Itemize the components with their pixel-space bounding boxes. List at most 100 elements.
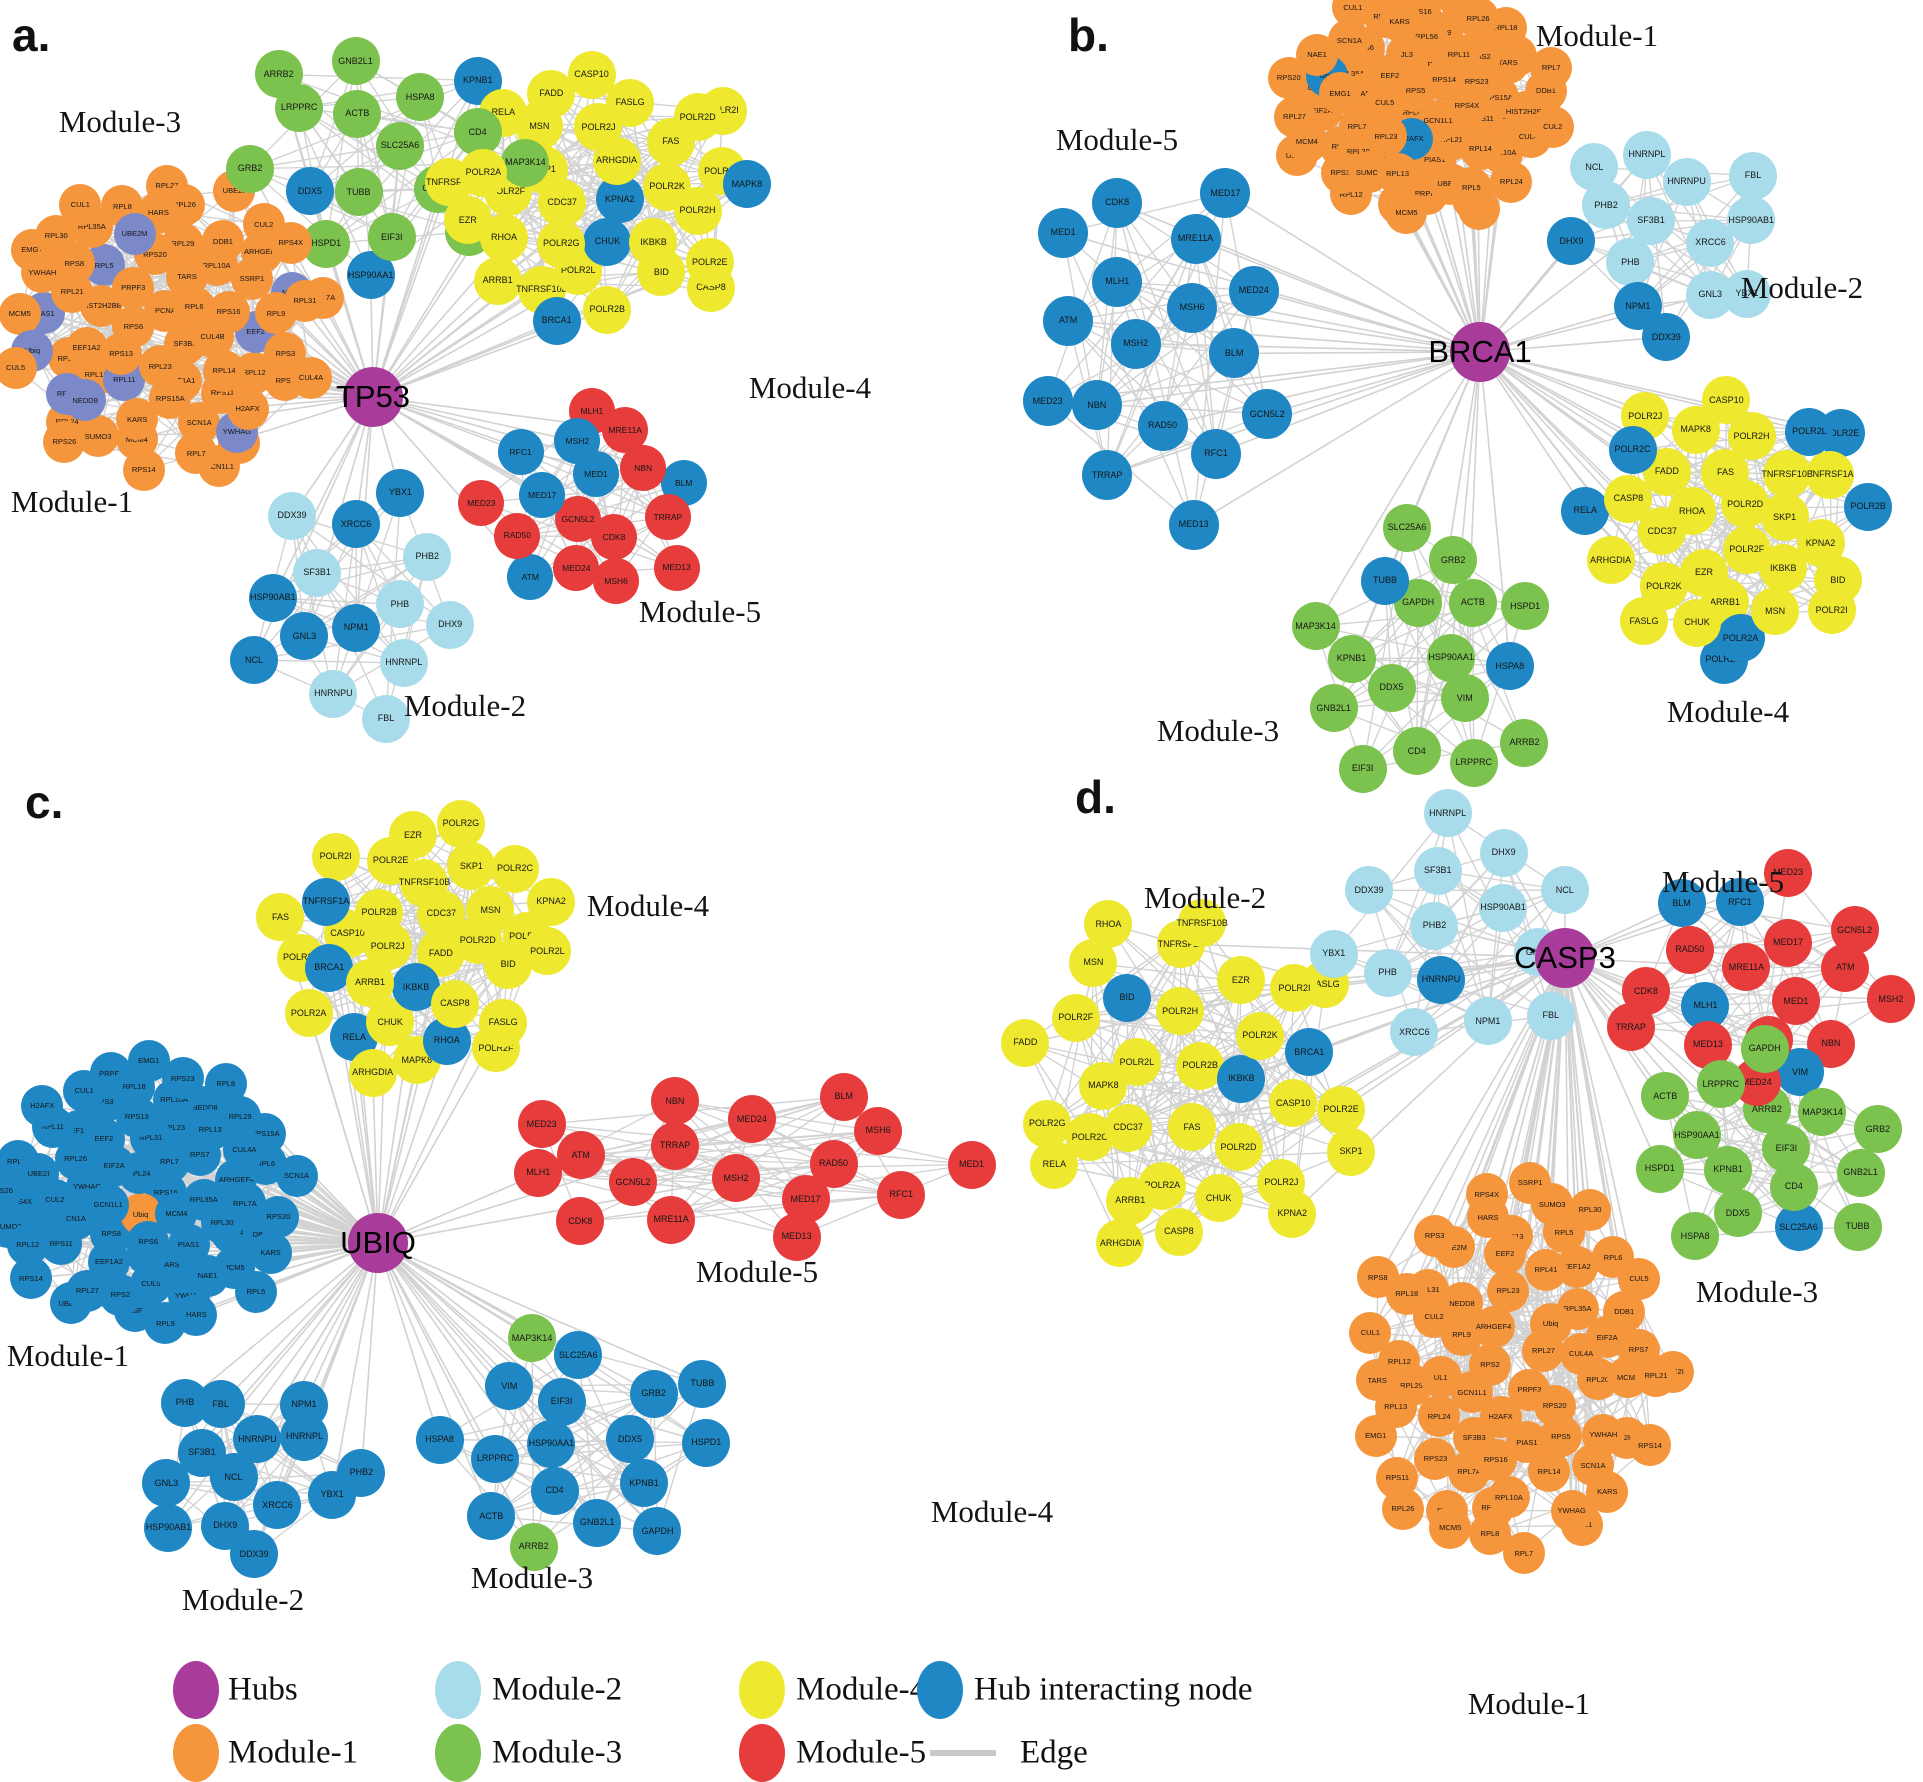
node-phb[interactable]: PHB [1606, 238, 1654, 286]
node-rps6[interactable]: RPS6 [127, 1221, 169, 1263]
node-rela[interactable]: RELA [1030, 1141, 1078, 1189]
node-rpl23[interactable]: RPL23 [1365, 115, 1407, 157]
node-ywhah[interactable]: YWHAH [1582, 1414, 1624, 1456]
node-dhx9[interactable]: DHX9 [1480, 829, 1528, 877]
node-gnb2l1[interactable]: GNB2L1 [332, 37, 380, 85]
node-phb2[interactable]: PHB2 [1410, 902, 1458, 950]
node-npm1[interactable]: NPM1 [332, 604, 380, 652]
node-fadd[interactable]: FADD [1001, 1019, 1049, 1067]
node-kpnb1[interactable]: KPNB1 [620, 1459, 668, 1507]
node-hnrnpu[interactable]: HNRNPU [309, 670, 357, 718]
node-ssrp1[interactable]: SSRP1 [1509, 1162, 1551, 1204]
node-rps14[interactable]: RPS14 [1629, 1424, 1671, 1466]
node-med17[interactable]: MED17 [519, 472, 565, 518]
node-cdk8[interactable]: CDK8 [1092, 178, 1142, 228]
node-rps2[interactable]: RPS2 [99, 1274, 141, 1316]
node-dhx9[interactable]: DHX9 [1547, 217, 1595, 265]
node-mlh1[interactable]: MLH1 [1092, 257, 1142, 307]
node-hsp90ab1[interactable]: HSP90AB1 [1479, 884, 1527, 932]
node-polr2d[interactable]: POLR2D [1215, 1123, 1263, 1171]
node-polr2j[interactable]: POLR2J [574, 103, 622, 151]
node-lrpprc[interactable]: LRPPRC [1450, 739, 1498, 787]
node-faslg[interactable]: FASLG [479, 999, 527, 1047]
node-rfc1[interactable]: RFC1 [1191, 429, 1241, 479]
node-chuk[interactable]: CHUK [583, 218, 631, 266]
node-atm[interactable]: ATM [1821, 944, 1869, 992]
node-skp1[interactable]: SKP1 [1327, 1128, 1375, 1176]
node-ywhag[interactable]: YWHAG [1551, 1490, 1593, 1532]
node-rps26[interactable]: RPS26 [43, 421, 85, 463]
node-rpl13[interactable]: RPL13 [189, 1109, 231, 1151]
node-ezr[interactable]: EZR [1217, 956, 1265, 1004]
node-rps4x[interactable]: RPS4X [1446, 84, 1488, 126]
node-ikbkb[interactable]: IKBKB [1759, 544, 1807, 592]
node-cul4b[interactable]: CUL4B [192, 316, 234, 358]
node-vim[interactable]: VIM [485, 1362, 533, 1410]
node-mcm4[interactable]: MCM4 [1286, 121, 1328, 163]
node-med17[interactable]: MED17 [1200, 168, 1250, 218]
node-med17[interactable]: MED17 [1764, 919, 1812, 967]
node-rps4x[interactable]: RPS4X [1466, 1173, 1508, 1215]
node-rpl8[interactable]: RPL8 [205, 1063, 247, 1105]
hub-node-casp3[interactable]: CASP3 [1535, 928, 1595, 988]
node-arrb1[interactable]: ARRB1 [474, 257, 522, 305]
node-hspd1[interactable]: HSPD1 [1501, 582, 1549, 630]
node-tnfrsf1a[interactable]: TNFRSF1A [1806, 451, 1854, 499]
node-rpl31[interactable]: RPL31 [284, 280, 326, 322]
node-actb[interactable]: ACTB [1449, 579, 1497, 627]
node-slc25a6[interactable]: SLC25A6 [376, 122, 424, 170]
node-gnb2l1[interactable]: GNB2L1 [573, 1499, 621, 1547]
node-polr2e[interactable]: POLR2E [686, 238, 734, 286]
node-hsp90ab1[interactable]: HSP90AB1 [144, 1504, 192, 1552]
node-arrb2[interactable]: ARRB2 [1500, 719, 1548, 767]
node-hsp90aa1[interactable]: HSP90AA1 [527, 1420, 575, 1468]
node-rpl18[interactable]: RPL18 [113, 1066, 155, 1108]
node-cul2[interactable]: CUL2 [1532, 106, 1574, 148]
node-kpnb1[interactable]: KPNB1 [1328, 635, 1376, 683]
node-h2afx[interactable]: H2AFX [21, 1085, 63, 1127]
node-phb[interactable]: PHB [1364, 949, 1412, 997]
node-ddx5[interactable]: DDX5 [1714, 1189, 1762, 1237]
node-polr2c[interactable]: POLR2C [1609, 426, 1657, 474]
node-msh6[interactable]: MSH6 [854, 1107, 902, 1155]
node-polr2b[interactable]: POLR2B [583, 286, 631, 334]
node-ddx5[interactable]: DDX5 [1368, 664, 1416, 712]
node-map3k14[interactable]: MAP3K14 [501, 139, 549, 187]
node-kars[interactable]: KARS [1379, 0, 1421, 42]
node-gnl3[interactable]: GNL3 [142, 1459, 190, 1507]
node-skp1[interactable]: SKP1 [447, 842, 495, 890]
node-pias1[interactable]: PIAS1 [1506, 1421, 1548, 1463]
node-mapk8[interactable]: MAPK8 [723, 160, 771, 208]
node-rpl24[interactable]: RPL24 [1490, 161, 1532, 203]
node-nbn[interactable]: NBN [651, 1077, 699, 1125]
node-ncl[interactable]: NCL [1541, 866, 1589, 914]
node-polr2c[interactable]: POLR2C [491, 845, 539, 893]
node-casp10[interactable]: CASP10 [1702, 376, 1750, 424]
node-rpl41[interactable]: RPL41 [1525, 1249, 1567, 1291]
node-rps20[interactable]: RPS20 [257, 1196, 299, 1238]
node-casp10[interactable]: CASP10 [1269, 1079, 1317, 1127]
node-xrcc6[interactable]: XRCC6 [332, 500, 380, 548]
node-hnrnpu[interactable]: HNRNPU [233, 1415, 281, 1463]
node-skp1[interactable]: SKP1 [1761, 493, 1809, 541]
node-mlh1[interactable]: MLH1 [514, 1149, 562, 1197]
node-med24[interactable]: MED24 [728, 1095, 776, 1143]
node-casp8[interactable]: CASP8 [431, 980, 479, 1028]
node-nae1[interactable]: NAE1 [1296, 34, 1338, 76]
node-kars[interactable]: KARS [250, 1232, 292, 1274]
node-hspa8[interactable]: HSPA8 [416, 1416, 464, 1464]
node-ywhah[interactable]: YWHAH [21, 251, 63, 293]
node-tubb[interactable]: TUBB [678, 1360, 726, 1408]
node-cul4a[interactable]: CUL4A [290, 357, 332, 399]
node-rpl30[interactable]: RPL30 [1569, 1189, 1611, 1231]
node-tnfrsf10b[interactable]: TNFRSF10B [1763, 450, 1811, 498]
node-npm1[interactable]: NPM1 [1614, 282, 1662, 330]
node-arhgdia[interactable]: ARHGDIA [349, 1049, 397, 1097]
node-rpl18[interactable]: RPL18 [1386, 1273, 1428, 1315]
node-hsp90ab1[interactable]: HSP90AB1 [249, 574, 297, 622]
node-gnb2l1[interactable]: GNB2L1 [1837, 1149, 1885, 1197]
node-gapdh[interactable]: GAPDH [633, 1507, 681, 1555]
node-cn1a[interactable]: CN1A [55, 1198, 97, 1240]
node-nedd8[interactable]: NEDD8 [1441, 1282, 1483, 1324]
node-eef2[interactable]: EEF2 [1484, 1233, 1526, 1275]
